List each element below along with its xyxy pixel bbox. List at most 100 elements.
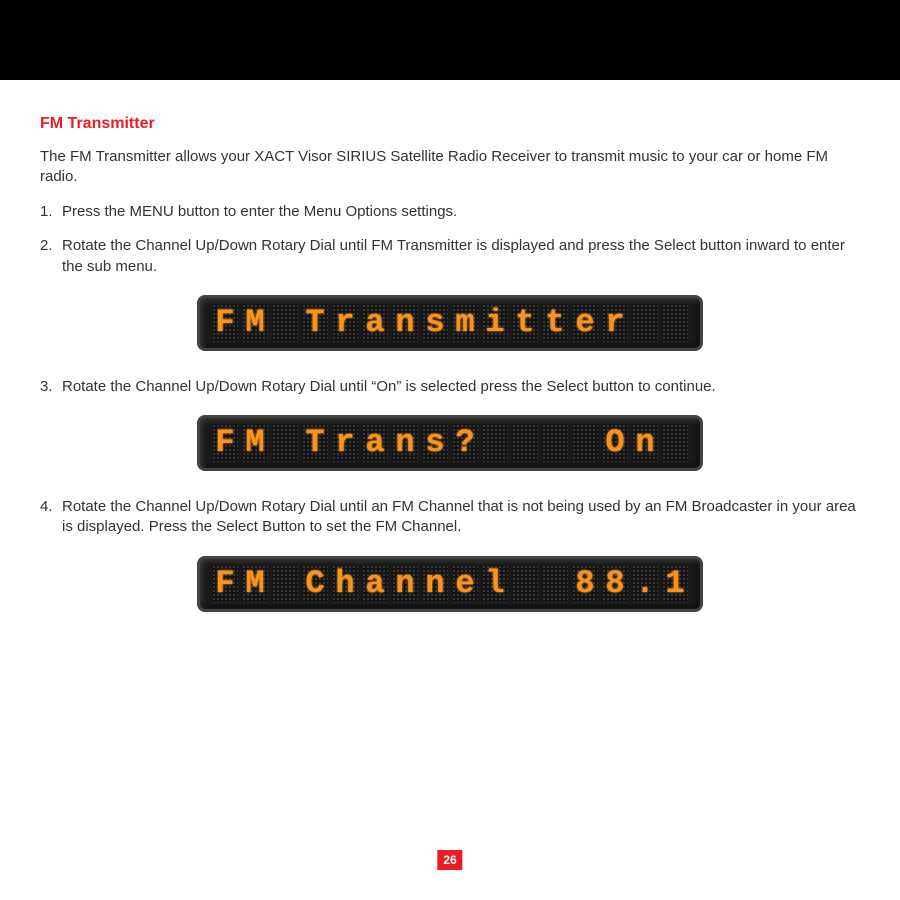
lcd-display-3-wrap: FM Channel 88.1 [40, 556, 860, 612]
lcd-cell: T [302, 424, 328, 462]
lcd-cell [632, 304, 658, 342]
lcd-char: M [245, 427, 264, 459]
step-3: Rotate the Channel Up/Down Rotary Dial u… [40, 377, 860, 397]
lcd-cell: n [392, 304, 418, 342]
lcd-char: M [245, 307, 264, 339]
lcd-cell: a [362, 304, 388, 342]
lcd-cell: r [332, 424, 358, 462]
lcd-cell: M [242, 304, 268, 342]
lcd-char: a [365, 307, 384, 339]
lcd-char: n [395, 307, 414, 339]
lcd-cell: e [452, 565, 478, 603]
lcd-cell [272, 304, 298, 342]
lcd-cell: F [212, 304, 238, 342]
lcd-char: e [575, 307, 594, 339]
lcd-char: ? [455, 427, 474, 459]
lcd-cell [542, 565, 568, 603]
lcd-char: O [605, 427, 624, 459]
section-title: FM Transmitter [40, 115, 860, 133]
lcd-cell: t [512, 304, 538, 342]
lcd-char: m [455, 307, 474, 339]
lcd-char: s [425, 427, 444, 459]
lcd-cell: 1 [662, 565, 688, 603]
lcd-char: . [635, 568, 654, 600]
steps-list-cont-3: Rotate the Channel Up/Down Rotary Dial u… [40, 377, 860, 397]
lcd-cell [512, 424, 538, 462]
lcd-cell [662, 424, 688, 462]
lcd-char: a [365, 568, 384, 600]
lcd-cell: n [632, 424, 658, 462]
lcd-cell: C [302, 565, 328, 603]
lcd-cell: ? [452, 424, 478, 462]
lcd-cell: i [482, 304, 508, 342]
lcd-char: C [305, 568, 324, 600]
lcd-char: l [485, 568, 504, 600]
lcd-cell [572, 424, 598, 462]
lcd-char: 8 [575, 568, 594, 600]
step-4: Rotate the Channel Up/Down Rotary Dial u… [40, 497, 860, 538]
intro-text: The FM Transmitter allows your XACT Viso… [40, 147, 860, 186]
lcd-cell [272, 424, 298, 462]
steps-list: Press the MENU button to enter the Menu … [40, 202, 860, 277]
lcd-char: T [305, 427, 324, 459]
lcd-char: i [485, 307, 504, 339]
lcd-cell: a [362, 565, 388, 603]
step-2: Rotate the Channel Up/Down Rotary Dial u… [40, 236, 860, 277]
lcd-char: F [215, 427, 234, 459]
lcd-char: t [545, 307, 564, 339]
lcd-cell: n [392, 565, 418, 603]
lcd-cell: F [212, 424, 238, 462]
lcd-cell: r [602, 304, 628, 342]
steps-list-cont-4: Rotate the Channel Up/Down Rotary Dial u… [40, 497, 860, 538]
lcd-cell: s [422, 304, 448, 342]
lcd-char: 1 [665, 568, 684, 600]
lcd-char: a [365, 427, 384, 459]
lcd-char: r [335, 307, 354, 339]
lcd-char: e [455, 568, 474, 600]
lcd-display-1-wrap: FM Transmitter [40, 295, 860, 351]
lcd-cell: m [452, 304, 478, 342]
lcd-cell [512, 565, 538, 603]
lcd-char: T [305, 307, 324, 339]
lcd-cell: F [212, 565, 238, 603]
page-content: FM Transmitter The FM Transmitter allows… [0, 80, 900, 612]
step-1: Press the MENU button to enter the Menu … [40, 202, 860, 222]
lcd-cell [662, 304, 688, 342]
lcd-cell: M [242, 424, 268, 462]
lcd-cell: n [422, 565, 448, 603]
lcd-cell: O [602, 424, 628, 462]
lcd-cell: h [332, 565, 358, 603]
lcd-display-2-wrap: FM Trans? On [40, 415, 860, 471]
lcd-char: s [425, 307, 444, 339]
lcd-cell: 8 [602, 565, 628, 603]
lcd-cell [482, 424, 508, 462]
page-number: 26 [437, 850, 462, 870]
lcd-cell: M [242, 565, 268, 603]
lcd-char: n [395, 568, 414, 600]
lcd-cell: r [332, 304, 358, 342]
lcd-cell: e [572, 304, 598, 342]
lcd-char: F [215, 307, 234, 339]
lcd-cell: 8 [572, 565, 598, 603]
lcd-char: M [245, 568, 264, 600]
header-bar [0, 0, 900, 80]
lcd-cell [542, 424, 568, 462]
lcd-char: 8 [605, 568, 624, 600]
lcd-char: r [605, 307, 624, 339]
lcd-char: r [335, 427, 354, 459]
lcd-display-1: FM Transmitter [197, 295, 703, 351]
lcd-char: n [425, 568, 444, 600]
lcd-cell: l [482, 565, 508, 603]
lcd-char: h [335, 568, 354, 600]
lcd-cell: . [632, 565, 658, 603]
lcd-display-3: FM Channel 88.1 [197, 556, 703, 612]
lcd-cell: t [542, 304, 568, 342]
lcd-cell [272, 565, 298, 603]
lcd-char: n [635, 427, 654, 459]
lcd-char: t [515, 307, 534, 339]
lcd-cell: T [302, 304, 328, 342]
lcd-cell: a [362, 424, 388, 462]
lcd-char: n [395, 427, 414, 459]
lcd-display-2: FM Trans? On [197, 415, 703, 471]
lcd-cell: n [392, 424, 418, 462]
